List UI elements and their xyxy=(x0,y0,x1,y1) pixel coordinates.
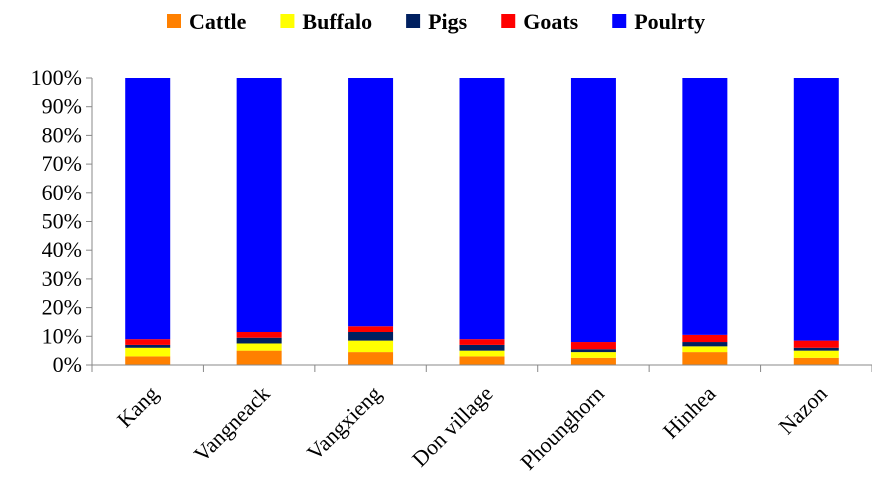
bar-group-vangneack xyxy=(236,78,282,365)
bar-cattle-hinhea xyxy=(682,352,728,365)
bar-poulrty-hinhea xyxy=(682,78,728,335)
legend-swatch-goats xyxy=(501,14,516,28)
y-tick-label: 20% xyxy=(42,295,82,320)
legend: Cattle Buffalo Pigs Goats Poulrty xyxy=(167,9,705,34)
y-tick-label: 70% xyxy=(42,151,82,176)
bar-buffalo-kang xyxy=(125,347,171,357)
bar-pigs-phounghorn xyxy=(570,349,616,353)
legend-swatch-cattle xyxy=(167,14,181,28)
bar-pigs-nazon xyxy=(793,347,839,351)
y-tick-label: 90% xyxy=(42,94,82,119)
bar-goats-don-village xyxy=(459,339,505,345)
x-tick-label: Vangneack xyxy=(189,381,275,467)
bar-cattle-kang xyxy=(125,356,171,365)
bar-goats-phounghorn xyxy=(570,342,616,350)
legend-swatch-pigs xyxy=(406,14,421,28)
bar-cattle-nazon xyxy=(793,357,839,365)
bar-poulrty-vangneack xyxy=(236,78,282,332)
bars xyxy=(125,78,839,365)
x-axis: Kang Vangneack Vangxieng Don village Phoungh… xyxy=(91,364,872,475)
bar-pigs-vangxieng xyxy=(348,331,394,341)
bar-goats-kang xyxy=(125,339,171,345)
bar-buffalo-don-village xyxy=(459,350,505,357)
x-tick-label: Don village xyxy=(407,381,498,472)
bar-goats-vangxieng xyxy=(348,326,394,332)
legend-swatch-poulrty xyxy=(612,14,627,28)
legend-item-pigs: Pigs xyxy=(406,9,468,34)
y-tick-label: 50% xyxy=(42,209,82,234)
bar-group-hinhea xyxy=(682,78,728,365)
bar-pigs-hinhea xyxy=(682,342,728,347)
bar-pigs-vangneack xyxy=(236,337,282,344)
bar-buffalo-vangneack xyxy=(236,343,282,351)
y-tick-label: 10% xyxy=(42,323,82,348)
legend-item-cattle: Cattle xyxy=(167,9,247,34)
bar-cattle-don-village xyxy=(459,356,505,365)
bar-pigs-don-village xyxy=(459,344,505,351)
bar-cattle-vangxieng xyxy=(348,352,394,365)
bar-group-nazon xyxy=(793,78,839,365)
bar-buffalo-hinhea xyxy=(682,346,728,353)
bar-poulrty-phounghorn xyxy=(570,78,616,343)
y-tick-label: 60% xyxy=(42,180,82,205)
y-tick-label: 0% xyxy=(53,352,82,377)
y-tick-label: 80% xyxy=(42,122,82,147)
bar-poulrty-vangxieng xyxy=(348,78,394,327)
bar-pigs-kang xyxy=(125,344,171,348)
x-tick-label: Hinhea xyxy=(658,381,721,444)
bar-buffalo-vangxieng xyxy=(348,340,394,353)
bar-poulrty-kang xyxy=(125,78,171,340)
bar-buffalo-nazon xyxy=(793,350,839,358)
bar-group-vangxieng xyxy=(348,78,394,365)
legend-item-goats: Goats xyxy=(501,9,579,34)
y-axis: 0% 10% 20% 30% 40% 50% 60% 70% 80% 90% 100% xyxy=(31,65,93,377)
bar-buffalo-phounghorn xyxy=(570,352,616,358)
bar-group-don-village xyxy=(459,78,505,365)
bar-goats-hinhea xyxy=(682,334,728,343)
x-tick-label: Kang xyxy=(112,381,163,432)
legend-item-poulrty: Poulrty xyxy=(612,9,705,34)
x-tick-label: Vangxieng xyxy=(302,381,386,465)
legend-label-goats: Goats xyxy=(523,9,578,34)
legend-label-pigs: Pigs xyxy=(428,9,468,34)
bar-goats-vangneack xyxy=(236,331,282,338)
legend-label-buffalo: Buffalo xyxy=(302,9,372,34)
bar-goats-nazon xyxy=(793,340,839,348)
x-tick-label: Phounghorn xyxy=(515,381,609,475)
y-tick-label: 30% xyxy=(42,266,82,291)
legend-label-poulrty: Poulrty xyxy=(634,9,705,34)
bar-cattle-phounghorn xyxy=(570,357,616,365)
y-tick-label: 100% xyxy=(31,65,82,90)
y-tick-label: 40% xyxy=(42,237,82,262)
legend-label-cattle: Cattle xyxy=(189,9,247,34)
legend-swatch-buffalo xyxy=(280,14,295,28)
bar-poulrty-nazon xyxy=(793,78,839,341)
bar-group-kang xyxy=(125,78,171,365)
bar-poulrty-don-village xyxy=(459,78,505,340)
legend-item-buffalo: Buffalo xyxy=(280,9,372,34)
bar-group-phounghorn xyxy=(570,78,616,365)
bar-cattle-vangneack xyxy=(236,350,282,365)
x-tick-label: Nazon xyxy=(774,381,832,439)
